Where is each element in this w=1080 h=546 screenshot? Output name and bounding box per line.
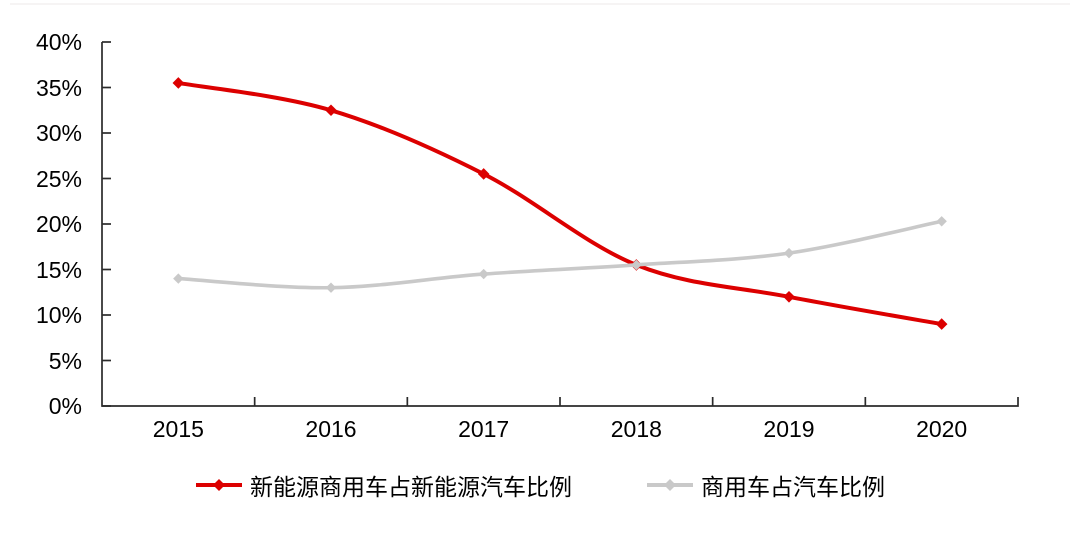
legend-label: 商用车占汽车比例 xyxy=(701,474,885,500)
x-axis-tick-label: 2017 xyxy=(458,416,510,442)
series-marker-1 xyxy=(173,273,184,284)
series-line-0 xyxy=(176,80,944,327)
series-line-1 xyxy=(176,219,944,290)
series-marker-1 xyxy=(936,216,947,227)
x-axis-tick-label: 2016 xyxy=(305,416,357,442)
legend-line-marker-red xyxy=(196,479,242,491)
series-marker-0 xyxy=(783,291,795,303)
y-axis-tick-label: 5% xyxy=(48,347,82,374)
x-axis-tick-label: 2015 xyxy=(152,416,204,442)
series-marker-1 xyxy=(478,268,489,280)
series-marker-0 xyxy=(172,77,185,89)
y-axis-tick-label: 25% xyxy=(35,165,82,192)
legend-line-marker-gray xyxy=(647,479,693,491)
y-axis-tick-label: 30% xyxy=(35,120,82,146)
y-axis-tick-label: 20% xyxy=(35,211,82,237)
y-axis-tick-label: 35% xyxy=(35,74,82,101)
series-marker-0 xyxy=(325,104,337,117)
legend-item-commercial-vehicle-share: 商用车占汽车比例 xyxy=(646,468,885,502)
series-marker-0 xyxy=(477,168,490,180)
series-marker-0 xyxy=(935,318,948,330)
legend-item-nev-commercial-share: 新能源商用车占新能源汽车比例 xyxy=(195,468,572,502)
series-marker-1 xyxy=(325,282,337,293)
chart-legend: 新能源商用车占新能源汽车比例 商用车占汽车比例 xyxy=(0,468,1080,502)
series-marker-1 xyxy=(783,247,795,259)
y-axis-tick-label: 0% xyxy=(48,393,82,419)
y-axis-tick-label: 40% xyxy=(35,29,82,55)
x-axis-tick-label: 2020 xyxy=(916,416,968,442)
y-axis-tick-label: 15% xyxy=(35,256,82,283)
x-axis-tick-label: 2018 xyxy=(610,416,662,442)
x-axis-tick-label: 2019 xyxy=(763,416,815,442)
series-marker-1 xyxy=(631,259,642,271)
top-divider-line xyxy=(10,3,1070,5)
legend-label: 新能源商用车占新能源汽车比例 xyxy=(250,474,572,500)
axis-lines xyxy=(101,42,1019,407)
y-axis-tick-label: 10% xyxy=(35,302,82,328)
